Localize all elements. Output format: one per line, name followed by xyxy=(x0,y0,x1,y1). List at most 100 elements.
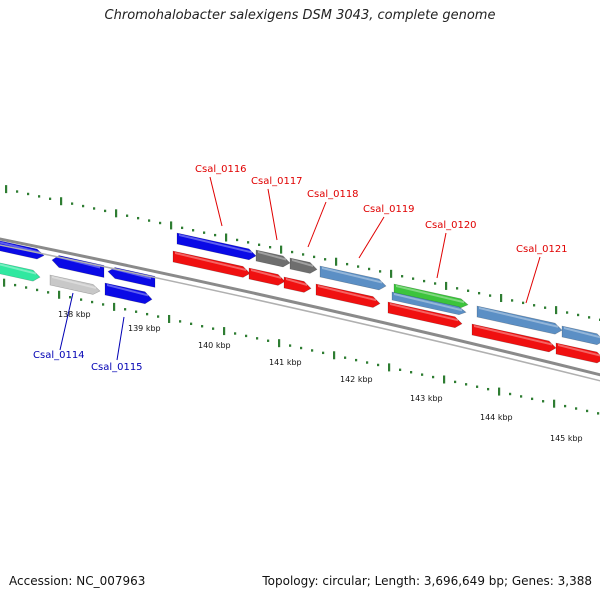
outer-tick xyxy=(203,231,206,234)
outer-tick xyxy=(302,253,305,256)
gene-label-csal_0117[interactable]: Csal_0117 xyxy=(251,176,303,187)
outer-tick xyxy=(335,257,338,266)
gene-arrow-csal-0116-highlight xyxy=(179,234,252,254)
gene-arrow-csal-0118[interactable] xyxy=(289,257,318,274)
scale-tick-label-143: 143 kbp xyxy=(410,394,443,403)
outer-tick xyxy=(148,219,151,222)
outer-tick xyxy=(291,250,294,254)
outer-tick xyxy=(225,233,228,242)
outer-tick xyxy=(522,301,525,305)
gene-label-csal_0121[interactable]: Csal_0121 xyxy=(516,244,568,255)
inner-tick xyxy=(410,371,413,374)
gene-arrow-steel-edge-highlight xyxy=(564,327,600,339)
inner-tick xyxy=(289,344,292,347)
inner-tick xyxy=(223,327,226,336)
gene-label-csal_0116[interactable]: Csal_0116 xyxy=(195,164,247,175)
gene-arrow-red-6[interactable] xyxy=(471,323,557,353)
inner-tick xyxy=(520,395,523,398)
inner-tick xyxy=(58,290,61,299)
backbone-line-inner xyxy=(0,244,600,382)
inner-tick xyxy=(509,392,512,396)
inner-tick xyxy=(465,383,468,386)
inner-tick xyxy=(135,310,138,313)
gene-arrow-red-2[interactable] xyxy=(248,267,286,286)
gene-features xyxy=(0,232,600,364)
outer-tick xyxy=(456,287,459,290)
gene-arrow-csal-0116[interactable] xyxy=(176,232,257,261)
outer-tick xyxy=(280,245,283,254)
gene-arrow-csal-0115[interactable] xyxy=(104,282,153,305)
gene-arrow-csal-0121[interactable] xyxy=(476,305,563,335)
inner-tick xyxy=(256,337,259,340)
inner-tick xyxy=(245,334,248,338)
gene-label-csal_0114[interactable]: Csal_0114 xyxy=(33,350,85,361)
inner-tick xyxy=(575,407,578,410)
outer-tick xyxy=(588,316,591,319)
inner-tick xyxy=(322,351,325,355)
gene-arrow-red-1[interactable] xyxy=(172,250,251,278)
gene-arrow-csal-0120[interactable] xyxy=(393,283,469,309)
outer-tick xyxy=(104,209,107,213)
inner-tick xyxy=(399,368,402,371)
gene-arrow-csal-0115-highlight xyxy=(107,284,148,297)
outer-tick xyxy=(478,291,481,295)
gene-arrow-csal-0117[interactable] xyxy=(255,249,291,268)
backbone-line-outer xyxy=(0,237,600,377)
outer-tick xyxy=(500,294,503,303)
outer-tick xyxy=(82,204,85,208)
gene-arrow-red-4[interactable] xyxy=(315,283,381,308)
gene-label-csal_0120[interactable]: Csal_0120 xyxy=(425,220,477,231)
gene-label-csal_0115[interactable]: Csal_0115 xyxy=(91,362,143,373)
inner-tick xyxy=(454,380,457,384)
gene-arrow-red-edge[interactable] xyxy=(555,342,600,364)
leader-line-csal_0119 xyxy=(358,216,385,259)
inner-tick xyxy=(91,300,94,304)
gene-arrow-red-3[interactable] xyxy=(283,276,312,293)
gene-label-csal_0119[interactable]: Csal_0119 xyxy=(363,204,415,215)
inner-tick xyxy=(124,308,127,311)
outer-tick xyxy=(27,192,30,196)
inner-tick xyxy=(531,397,534,401)
outer-tick xyxy=(38,195,41,198)
inner-tick xyxy=(3,278,6,287)
outer-tick xyxy=(60,197,63,206)
scale-tick-label-145: 145 kbp xyxy=(550,434,583,443)
inner-tick xyxy=(432,375,435,379)
leader-line-csal_0120 xyxy=(436,232,447,279)
map-title: Chromohalobacter salexigens DSM 3043, co… xyxy=(104,8,496,23)
scale-tick-label-138: 138 kbp xyxy=(58,310,91,319)
genome-backbone xyxy=(0,237,600,382)
gene-arrow-teal-left-edge[interactable] xyxy=(0,262,41,282)
outer-tick xyxy=(16,190,19,193)
gene-arrow-gray-pseudo[interactable] xyxy=(49,274,101,295)
outer-tick-row xyxy=(5,185,600,321)
outer-tick xyxy=(445,281,448,290)
gene-arrow-red-2-highlight xyxy=(251,269,281,279)
outer-tick xyxy=(115,209,118,218)
outer-tick xyxy=(258,243,261,246)
gene-arrow-csal-0120-highlight xyxy=(396,285,464,304)
outer-tick xyxy=(137,216,140,220)
gene-arrow-steel-2[interactable] xyxy=(391,291,467,316)
inner-tick xyxy=(168,314,171,323)
inner-tick xyxy=(553,399,556,408)
inner-tick xyxy=(597,412,600,415)
gene-arrow-csal-0121-highlight xyxy=(479,307,558,328)
outer-tick xyxy=(324,258,327,261)
gene-arrow-red-5[interactable] xyxy=(387,301,463,329)
gene-arrow-csal-0114[interactable] xyxy=(107,267,156,288)
inner-tick xyxy=(586,409,589,413)
gene-arrow-red-edge-highlight xyxy=(558,344,600,357)
outer-tick xyxy=(555,306,558,315)
inner-tick xyxy=(47,291,50,294)
inner-tick xyxy=(443,375,446,384)
inner-tick xyxy=(14,283,17,287)
gene-arrow-csal-0119[interactable] xyxy=(319,265,387,291)
inner-tick xyxy=(388,363,391,372)
gene-arrow-steel-edge[interactable] xyxy=(561,325,600,346)
inner-tick xyxy=(25,286,28,289)
outer-tick xyxy=(181,226,184,230)
gene-label-csal_0118[interactable]: Csal_0118 xyxy=(307,189,359,200)
inner-tick xyxy=(355,358,358,362)
gene-arrow-csal-0113[interactable] xyxy=(51,255,105,278)
